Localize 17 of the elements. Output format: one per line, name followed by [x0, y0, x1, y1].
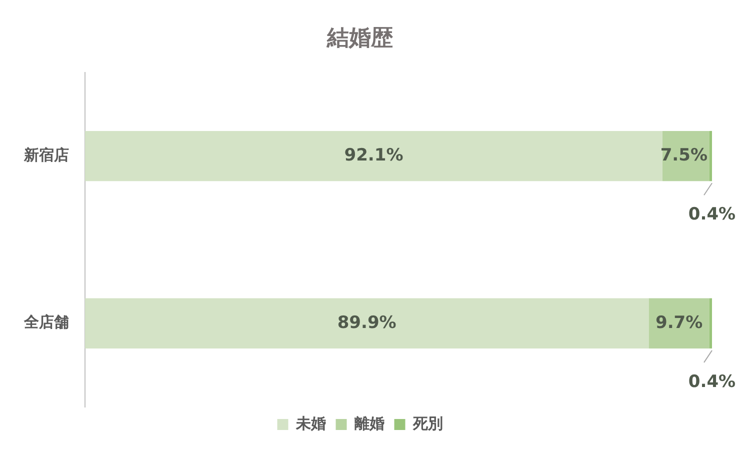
data-label: 89.9%	[337, 312, 396, 333]
legend-label: 離婚	[353, 414, 384, 432]
bar	[709, 130, 712, 182]
data-label: 92.1%	[344, 145, 404, 166]
legend-label: 未婚	[294, 414, 326, 432]
bar	[648, 298, 710, 348]
data-label: 0.4%	[688, 204, 736, 225]
y-tick-label: 新宿店	[23, 146, 69, 164]
y-tick-label: 全店舗	[23, 313, 69, 332]
bar	[709, 298, 712, 348]
data-label: 7.5%	[660, 145, 708, 166]
bar	[85, 298, 649, 348]
bar	[85, 130, 662, 182]
legend-label: 死別	[412, 414, 443, 432]
data-label: 0.4%	[688, 372, 736, 392]
data-label: 9.7%	[656, 312, 703, 333]
chart-title: 結婚歴	[326, 26, 393, 51]
